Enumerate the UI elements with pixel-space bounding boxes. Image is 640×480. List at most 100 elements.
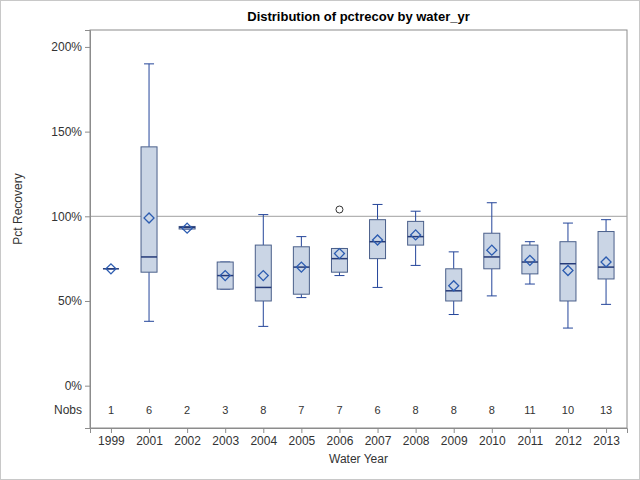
whisker-cap <box>258 214 268 215</box>
x-tick: 2003 <box>212 428 239 448</box>
x-tick-label: 2013 <box>593 434 620 448</box>
whisker-cap <box>487 202 497 203</box>
y-axis: 0%50%100%150%200% <box>51 31 90 429</box>
y-tick: 100% <box>51 210 90 224</box>
chart: 0%50%100%150%200%19992001200220032004200… <box>0 0 640 480</box>
y-tick-label: 100% <box>51 210 82 224</box>
box-group <box>522 242 538 284</box>
x-tick: 2009 <box>441 428 468 448</box>
x-tick: 2001 <box>136 428 163 448</box>
box <box>560 242 576 301</box>
box-group <box>141 64 157 321</box>
nobs-label: Nobs <box>54 403 82 417</box>
plot-area <box>90 64 627 328</box>
x-tick-mark <box>149 428 150 433</box>
whisker <box>567 223 568 242</box>
median <box>255 287 271 289</box>
whisker-cap <box>563 223 573 224</box>
x-tick-label: 2012 <box>555 434 582 448</box>
nobs-value: 13 <box>600 404 612 416</box>
y-tick-label: 50% <box>58 294 82 308</box>
whisker-cap <box>601 304 611 305</box>
whisker <box>606 279 607 304</box>
whisker-cap <box>411 265 421 266</box>
x-tick-mark <box>339 428 340 433</box>
outlier <box>336 206 343 213</box>
nobs-value: 7 <box>298 404 304 416</box>
whisker <box>453 252 454 269</box>
median <box>484 256 500 258</box>
nobs-value: 6 <box>374 404 380 416</box>
x-tick-label: 2002 <box>174 434 201 448</box>
x-tick-label: 2010 <box>479 434 506 448</box>
x-tick-mark <box>187 428 188 433</box>
x-axis-title: Water Year <box>329 452 388 466</box>
x-tick-mark <box>378 428 379 433</box>
whisker <box>529 242 530 245</box>
x-tick: 2002 <box>174 428 201 448</box>
whisker <box>377 204 378 219</box>
y-tick-label: 200% <box>51 40 82 54</box>
whisker-cap <box>334 275 344 276</box>
nobs-value: 2 <box>184 404 190 416</box>
whisker <box>377 259 378 288</box>
x-tick: 2013 <box>593 428 620 448</box>
x-tick-mark <box>111 428 112 433</box>
whisker-cap <box>296 236 306 237</box>
box-group <box>255 215 271 327</box>
x-tick-label: 2011 <box>517 434 543 448</box>
nobs-value: 8 <box>413 404 419 416</box>
median <box>408 236 424 238</box>
box-group <box>293 237 309 298</box>
x-tick: 2011 <box>517 428 543 448</box>
x-tick-mark <box>416 428 417 433</box>
x-tick-label: 2001 <box>136 434 163 448</box>
x-tick-mark <box>454 428 455 433</box>
whisker-cap <box>525 284 535 285</box>
x-tick-label: 2008 <box>403 434 430 448</box>
box <box>217 262 233 289</box>
whisker <box>301 294 302 297</box>
nobs-value: 10 <box>562 404 574 416</box>
x-tick-mark <box>530 428 531 433</box>
nobs-row: 16238776888111013 <box>108 404 612 416</box>
whisker <box>606 220 607 232</box>
x-tick: 2006 <box>327 428 354 448</box>
whisker <box>263 215 264 245</box>
x-tick-label: 2003 <box>212 434 239 448</box>
whisker <box>491 269 492 296</box>
mean-marker <box>258 271 268 281</box>
whisker <box>149 272 150 321</box>
y-tick-label: 150% <box>51 125 82 139</box>
box-group <box>408 211 424 265</box>
x-tick: 1999 <box>98 428 125 448</box>
median <box>370 241 386 243</box>
whisker-cap <box>525 241 535 242</box>
x-tick: 2012 <box>555 428 582 448</box>
x-tick-mark <box>492 428 493 433</box>
x-tick: 2008 <box>403 428 430 448</box>
whisker-cap <box>563 328 573 329</box>
mean-marker <box>373 235 383 245</box>
y-tick-mark <box>85 301 90 302</box>
box-group <box>598 220 614 305</box>
box-group <box>179 223 195 233</box>
whisker <box>301 237 302 247</box>
nobs-value: 8 <box>451 404 457 416</box>
nobs-value: 1 <box>108 404 114 416</box>
mean-marker <box>220 271 230 281</box>
whisker-cap <box>258 326 268 327</box>
nobs-value: 8 <box>489 404 495 416</box>
whisker <box>149 64 150 147</box>
mean-marker <box>182 223 192 233</box>
whisker-cap <box>449 314 459 315</box>
x-tick-mark <box>225 428 226 433</box>
x-tick-mark <box>301 428 302 433</box>
x-tick-mark <box>568 428 569 433</box>
x-tick-label: 2005 <box>289 434 316 448</box>
whisker-cap <box>373 287 383 288</box>
x-tick-label: 2006 <box>327 434 354 448</box>
x-tick-label: 1999 <box>98 434 125 448</box>
title: Distribution of pctrecov by water_yr <box>247 9 470 24</box>
box <box>446 269 462 301</box>
